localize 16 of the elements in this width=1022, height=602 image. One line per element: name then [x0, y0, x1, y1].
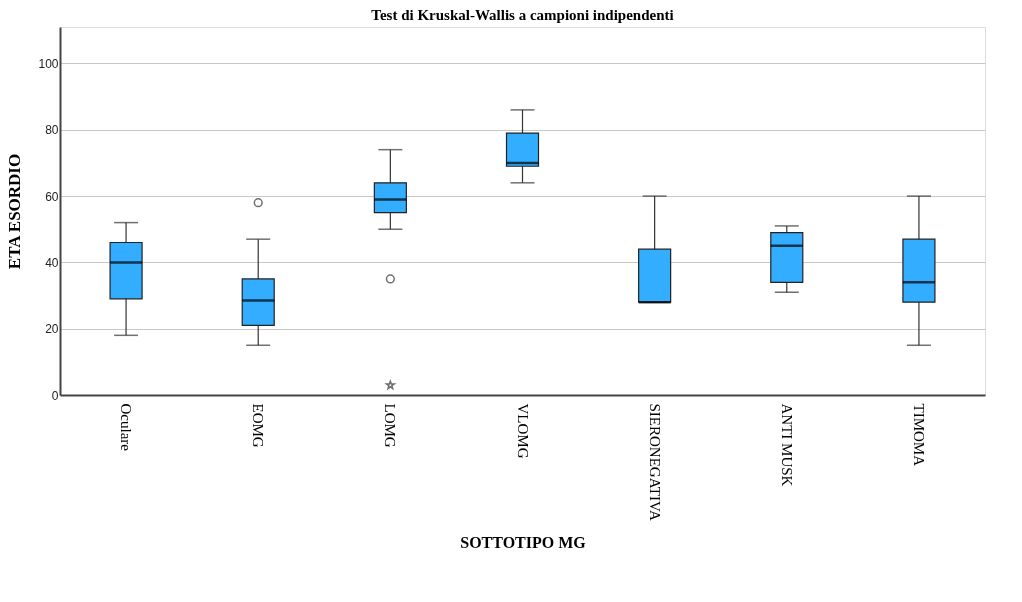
y-tick-label: 80 — [45, 123, 59, 138]
y-tick-label: 60 — [45, 189, 59, 204]
y-tick-label: 40 — [45, 255, 59, 270]
x-tick-label: Oculare — [118, 403, 135, 452]
y-tick-label: 20 — [45, 322, 59, 337]
x-tick-label: ANTI MUSK — [778, 403, 795, 487]
chart-title: Test di Kruskal-Wallis a campioni indipendenti — [371, 7, 674, 23]
y-axis-title: ETA ESORDIO — [5, 153, 25, 270]
x-tick-label: VLOMG — [514, 403, 531, 459]
x-tick-label: EOMG — [250, 403, 267, 448]
x-tick-label: TIMOMA — [910, 403, 927, 467]
y-tick-label: 100 — [38, 56, 59, 71]
y-tick-label: 0 — [51, 388, 59, 403]
x-tick-label: SIERONEGATIVA — [646, 403, 663, 521]
x-tick-label: LOMG — [382, 403, 399, 448]
x-axis-title: SOTTOTIPO MG — [460, 533, 587, 551]
